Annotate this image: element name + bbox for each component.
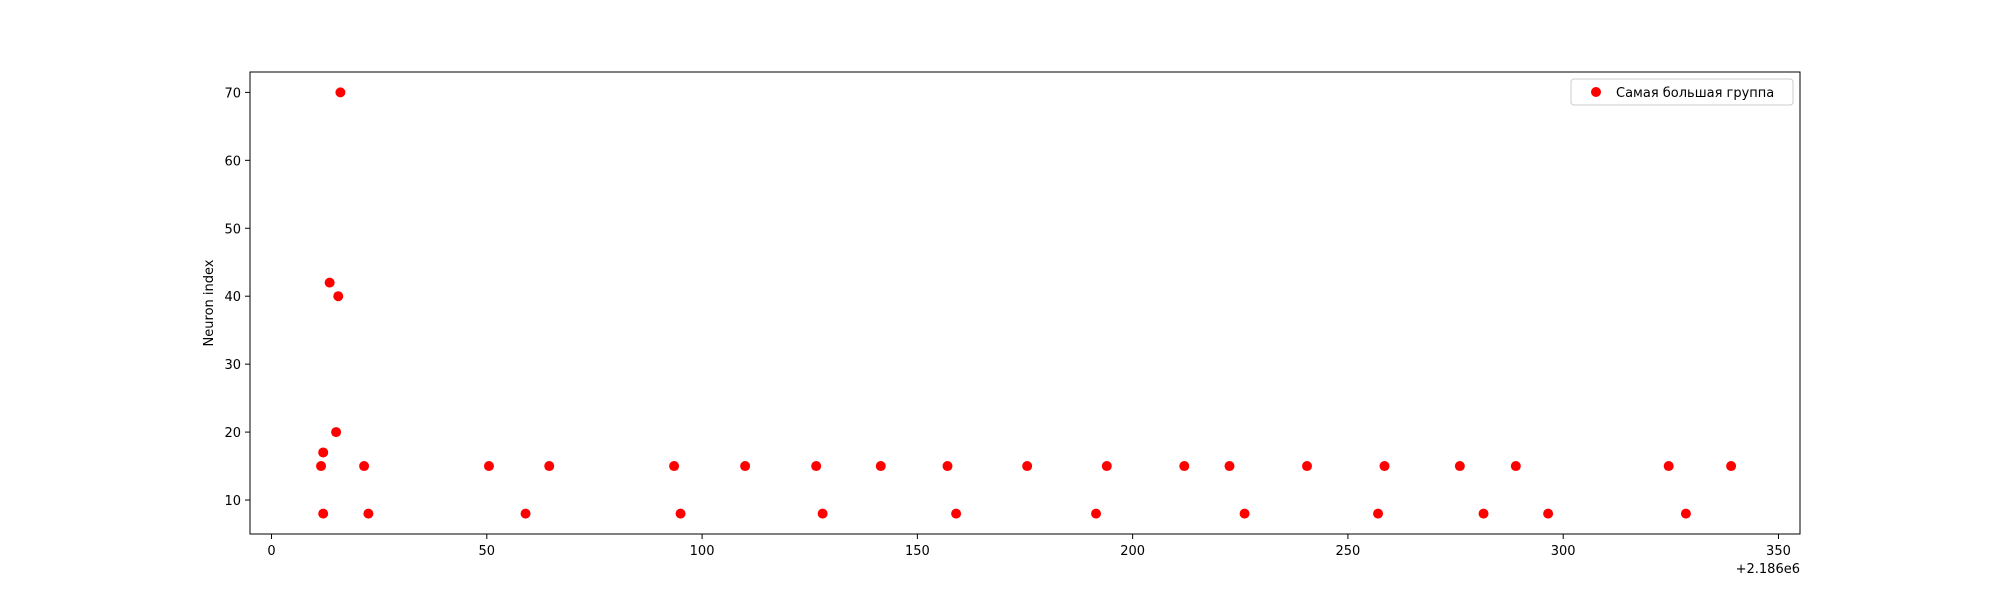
data-point: [333, 291, 344, 302]
data-point: [1379, 461, 1390, 472]
y-tick-label: 30: [224, 358, 241, 373]
x-tick-label: 200: [1120, 544, 1145, 559]
data-point: [331, 427, 342, 438]
data-point: [1680, 508, 1691, 519]
y-tick-label: 20: [224, 426, 241, 441]
x-tick-label: 50: [479, 544, 496, 559]
data-point: [363, 508, 374, 519]
data-point: [483, 461, 494, 472]
y-tick-label: 70: [224, 86, 241, 101]
data-point: [1726, 461, 1737, 472]
data-point: [875, 461, 886, 472]
data-point: [324, 277, 335, 288]
axes-frame: [249, 71, 1801, 535]
data-point: [1454, 461, 1465, 472]
data-point: [318, 508, 329, 519]
data-point: [316, 461, 327, 472]
data-point: [1510, 461, 1521, 472]
data-point: [942, 461, 953, 472]
data-point: [1543, 508, 1554, 519]
data-point: [1373, 508, 1384, 519]
data-point: [1091, 508, 1102, 519]
data-point: [811, 461, 822, 472]
x-tick-label: 150: [905, 544, 930, 559]
legend-entry-label: Самая большая группа: [1616, 86, 1774, 101]
x-tick-label: 250: [1336, 544, 1361, 559]
data-point: [520, 508, 531, 519]
y-tick-label: 50: [224, 222, 241, 237]
data-point: [359, 461, 370, 472]
data-point: [669, 461, 680, 472]
x-tick-label: 0: [267, 544, 275, 559]
data-point: [1101, 461, 1112, 472]
data-point: [1478, 508, 1489, 519]
y-tick-label: 10: [224, 494, 241, 509]
legend-box: [1570, 78, 1794, 106]
data-point: [1179, 461, 1190, 472]
data-point: [335, 87, 346, 98]
y-axis-label: Neuron index: [202, 259, 217, 346]
data-point: [318, 447, 329, 458]
data-point: [740, 461, 751, 472]
data-point: [544, 461, 555, 472]
data-point: [1239, 508, 1250, 519]
data-point: [1224, 461, 1235, 472]
x-tick-label: 300: [1551, 544, 1576, 559]
data-point: [1663, 461, 1674, 472]
plot-area: 0 50 100 150 200 250 300 350 10 20 30 40 50 60 70: [224, 71, 1801, 559]
data-point: [1302, 461, 1313, 472]
data-point: [817, 508, 828, 519]
legend-marker: [1591, 87, 1601, 97]
x-tick-label: 100: [690, 544, 715, 559]
x-axis-offset-label: +2.186e6: [1736, 562, 1800, 577]
y-tick-label: 60: [224, 154, 241, 169]
x-tick-label: 350: [1766, 544, 1791, 559]
data-point: [951, 508, 962, 519]
data-point: [1022, 461, 1033, 472]
data-point: [675, 508, 686, 519]
legend: Самая большая группа: [1570, 78, 1794, 106]
y-tick-label: 40: [224, 290, 241, 305]
